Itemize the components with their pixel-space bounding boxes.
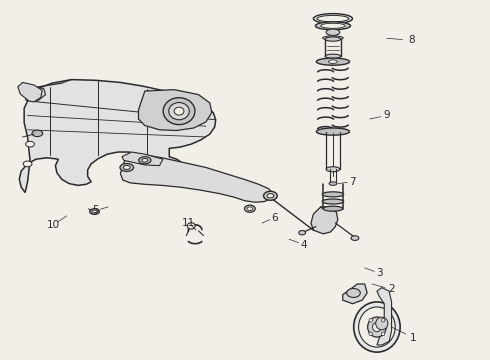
Ellipse shape <box>323 206 343 211</box>
Text: 11: 11 <box>182 218 196 228</box>
Ellipse shape <box>321 23 345 28</box>
Ellipse shape <box>316 22 350 30</box>
Ellipse shape <box>354 302 400 352</box>
Ellipse shape <box>322 199 343 204</box>
Ellipse shape <box>381 318 385 322</box>
Ellipse shape <box>372 322 381 332</box>
Ellipse shape <box>376 317 388 330</box>
Polygon shape <box>311 207 338 234</box>
Ellipse shape <box>187 223 195 229</box>
Ellipse shape <box>163 98 195 125</box>
Ellipse shape <box>359 307 395 347</box>
Text: 10: 10 <box>47 220 60 230</box>
Polygon shape <box>139 90 212 131</box>
Ellipse shape <box>90 209 99 215</box>
Polygon shape <box>122 152 163 166</box>
Text: 4: 4 <box>300 239 307 249</box>
Polygon shape <box>19 80 216 193</box>
Ellipse shape <box>299 230 306 235</box>
Ellipse shape <box>322 192 343 197</box>
Ellipse shape <box>267 194 274 198</box>
Ellipse shape <box>317 58 349 65</box>
Polygon shape <box>121 153 273 202</box>
Text: 7: 7 <box>349 177 356 187</box>
Text: 9: 9 <box>383 111 390 121</box>
Ellipse shape <box>142 158 148 162</box>
Ellipse shape <box>351 236 359 240</box>
Text: 8: 8 <box>408 35 415 45</box>
Ellipse shape <box>23 161 32 167</box>
Ellipse shape <box>346 288 360 297</box>
Ellipse shape <box>317 128 349 135</box>
Ellipse shape <box>25 141 34 147</box>
Polygon shape <box>24 87 46 101</box>
Polygon shape <box>377 288 392 345</box>
Ellipse shape <box>329 60 337 63</box>
Polygon shape <box>343 284 367 304</box>
Ellipse shape <box>326 167 340 172</box>
Ellipse shape <box>174 107 184 115</box>
Ellipse shape <box>317 15 349 22</box>
Ellipse shape <box>139 157 151 164</box>
Ellipse shape <box>381 332 385 336</box>
Ellipse shape <box>326 29 340 36</box>
Ellipse shape <box>92 210 97 213</box>
Ellipse shape <box>314 14 352 24</box>
Polygon shape <box>18 82 42 102</box>
Ellipse shape <box>32 130 43 136</box>
Ellipse shape <box>368 317 386 337</box>
Ellipse shape <box>325 37 341 41</box>
Text: 5: 5 <box>93 206 99 216</box>
Ellipse shape <box>245 205 255 212</box>
Ellipse shape <box>123 166 130 170</box>
Ellipse shape <box>247 207 253 211</box>
Ellipse shape <box>369 332 372 336</box>
Ellipse shape <box>325 54 341 58</box>
Text: 6: 6 <box>271 213 278 222</box>
Ellipse shape <box>264 191 277 200</box>
Ellipse shape <box>120 163 134 171</box>
Text: 2: 2 <box>388 284 395 294</box>
Text: 1: 1 <box>410 333 417 343</box>
Ellipse shape <box>329 182 337 185</box>
Ellipse shape <box>369 318 372 322</box>
Text: 3: 3 <box>376 268 383 278</box>
Ellipse shape <box>169 103 189 120</box>
Ellipse shape <box>323 36 343 40</box>
